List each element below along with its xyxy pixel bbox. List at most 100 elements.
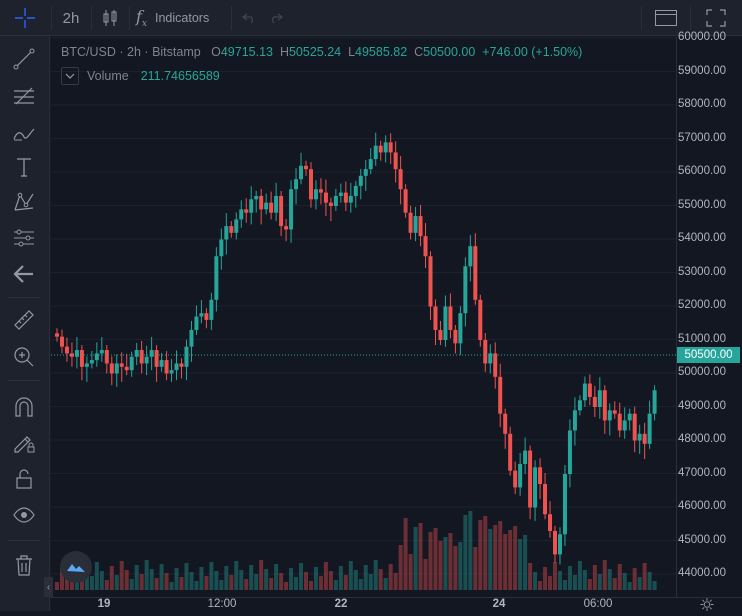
- scroll-left-icon[interactable]: ‹: [44, 577, 53, 597]
- candle-body: [443, 306, 448, 340]
- volume-bar: [94, 562, 99, 590]
- volume-bar: [363, 565, 368, 590]
- volume-bar: [109, 566, 114, 590]
- volume-bar: [647, 572, 652, 590]
- candle-body: [64, 346, 69, 354]
- volume-bar: [383, 578, 388, 590]
- candle-body: [269, 202, 274, 213]
- volume-bar: [523, 535, 528, 590]
- volume-bar: [473, 547, 478, 590]
- candle-body: [79, 350, 84, 367]
- volume-bar: [89, 576, 94, 590]
- chart-pane[interactable]: [51, 37, 676, 597]
- candle-body: [114, 363, 119, 374]
- volume-bar: [224, 566, 229, 590]
- price-tick-label: 52000.00: [678, 299, 726, 311]
- crosshair-icon[interactable]: [0, 0, 50, 36]
- volume-bar: [304, 572, 308, 590]
- candle-body: [124, 366, 129, 371]
- candle-body: [393, 152, 398, 170]
- price-tick-label: 59000.00: [678, 64, 726, 77]
- price-tick-label: 58000.00: [678, 98, 726, 110]
- collapse-legend-button[interactable]: [61, 67, 79, 85]
- divider: [231, 6, 232, 30]
- candle-body: [129, 356, 134, 371]
- volume-bar: [59, 568, 64, 590]
- volume-bar: [184, 563, 189, 590]
- candle-body: [478, 299, 483, 340]
- logo-icon[interactable]: [60, 551, 92, 583]
- candle-body: [418, 216, 423, 237]
- volume-bar: [398, 545, 403, 590]
- interval-button[interactable]: 2h: [62, 9, 80, 27]
- candle-body: [483, 340, 488, 364]
- layout-icon[interactable]: [648, 0, 684, 36]
- volume-bar: [637, 577, 642, 590]
- volume-bar: [313, 567, 318, 590]
- pattern-icon[interactable]: [7, 187, 41, 217]
- fib-icon[interactable]: [7, 80, 41, 110]
- candle-body: [274, 195, 279, 213]
- candle-body: [652, 390, 657, 414]
- volume-bar: [169, 582, 174, 590]
- redo-icon[interactable]: [265, 0, 287, 36]
- price-tick-label: 47000.00: [678, 466, 726, 479]
- ruler-icon[interactable]: [7, 305, 41, 335]
- settings-icon[interactable]: [700, 598, 714, 616]
- back-arrow-icon[interactable]: [7, 259, 41, 289]
- undo-icon[interactable]: [238, 0, 260, 36]
- candle-body: [189, 329, 194, 347]
- candle-body: [453, 329, 458, 344]
- indicators-button[interactable]: fx Indicators: [136, 0, 226, 36]
- volume-bar: [318, 576, 323, 590]
- fullscreen-icon[interactable]: [696, 0, 736, 36]
- trash-icon[interactable]: [7, 550, 41, 580]
- volume-bar: [587, 579, 592, 590]
- volume-bar: [119, 561, 124, 590]
- volume-bar: [483, 516, 488, 590]
- candle-body: [239, 209, 244, 220]
- fx-icon: fx: [136, 6, 147, 30]
- candle-body: [383, 142, 388, 153]
- candle-body: [318, 189, 323, 193]
- candle-body: [473, 246, 478, 300]
- volume-bar: [199, 567, 204, 590]
- low-value: 49585.82: [355, 45, 408, 59]
- lock-drawing-icon[interactable]: [7, 428, 41, 458]
- unlock-icon[interactable]: [7, 464, 41, 494]
- price-axis[interactable]: [676, 37, 742, 597]
- text-icon[interactable]: [7, 152, 41, 182]
- candle-body: [642, 433, 647, 444]
- candle-body: [89, 360, 94, 364]
- zoom-in-icon[interactable]: [7, 342, 41, 372]
- candle-body: [612, 410, 617, 414]
- candle-body: [388, 142, 393, 153]
- change-value: +746.00 (+1.50%): [482, 45, 583, 59]
- candle-body: [229, 226, 234, 233]
- price-tick-label: 50000.00: [678, 366, 726, 378]
- candle-body: [363, 169, 368, 176]
- candle-body: [518, 463, 523, 488]
- trend-line-icon[interactable]: [7, 44, 41, 74]
- chevron-down-icon: [65, 73, 75, 79]
- candle-body: [523, 450, 528, 464]
- magnet-icon[interactable]: [7, 392, 41, 422]
- volume-bar: [134, 565, 139, 590]
- candle-style-icon[interactable]: [92, 0, 128, 36]
- time-axis[interactable]: [51, 597, 742, 611]
- price-tick-label: 48000.00: [678, 433, 726, 445]
- open-value: 49715.13: [220, 45, 273, 59]
- candle-body: [109, 363, 114, 374]
- volume-bar: [602, 560, 607, 590]
- divider: [51, 6, 52, 30]
- candle-body: [373, 145, 378, 160]
- prediction-icon[interactable]: [7, 223, 41, 253]
- price-tick-label: 51000.00: [678, 332, 726, 345]
- candle-body: [403, 189, 408, 213]
- candle-body: [428, 256, 433, 307]
- eye-icon[interactable]: [7, 500, 41, 530]
- brush-icon[interactable]: [7, 116, 41, 146]
- candle-body: [358, 175, 363, 186]
- volume-bar: [338, 566, 343, 590]
- candle-body: [234, 219, 239, 233]
